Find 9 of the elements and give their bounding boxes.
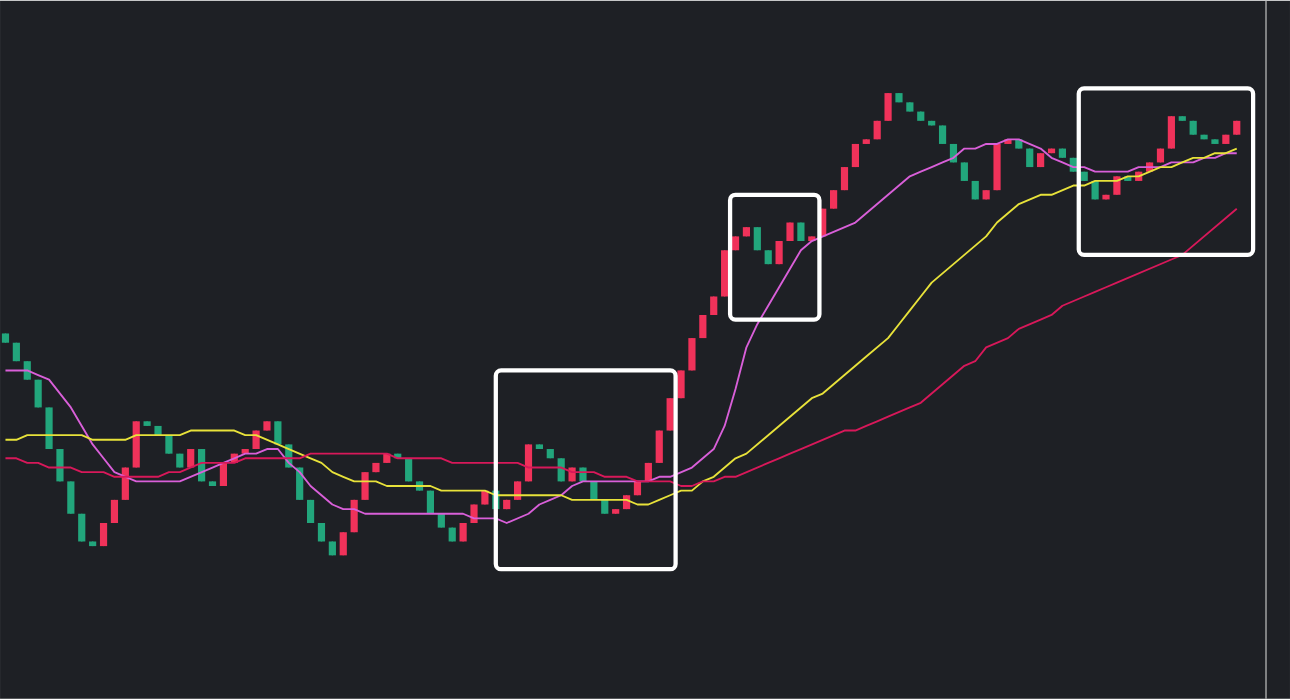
candlestick	[78, 513, 86, 543]
candlestick	[67, 481, 75, 515]
candlestick	[132, 420, 140, 469]
candlestick	[34, 379, 42, 409]
candlestick	[721, 249, 729, 298]
candlestick	[884, 92, 892, 122]
candlestick	[688, 337, 696, 372]
candlestick	[1167, 115, 1175, 150]
candlestick	[677, 370, 685, 400]
